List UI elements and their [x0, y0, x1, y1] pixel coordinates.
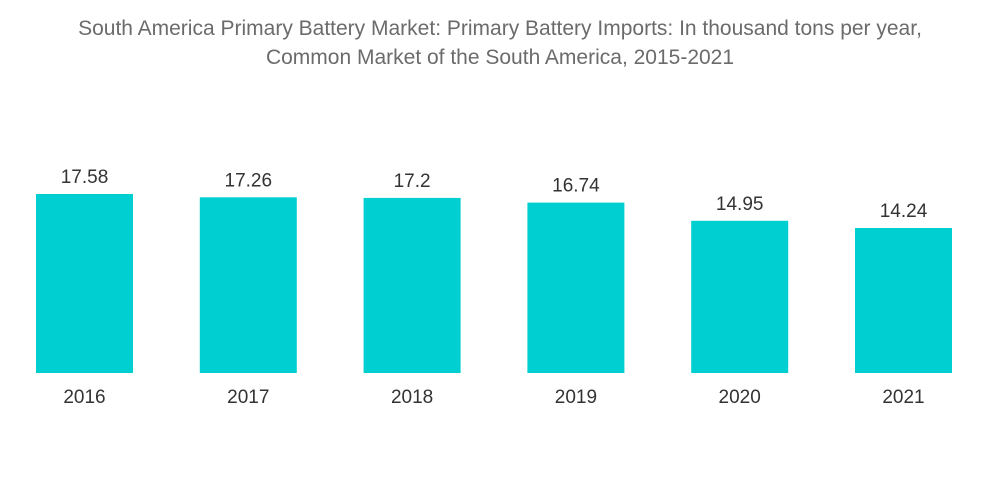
bar-2019 — [527, 202, 625, 373]
value-label-2016: 17.58 — [61, 167, 109, 188]
bar-2018 — [363, 197, 461, 373]
x-tick-label-2016: 2016 — [63, 387, 105, 408]
x-tick-label-2017: 2017 — [227, 387, 269, 408]
x-axis-tick-labels: 2016 2017 2018 2019 2020 2021 — [63, 387, 924, 408]
x-tick-label-2021: 2021 — [882, 387, 924, 408]
x-tick-label-2019: 2019 — [555, 387, 597, 408]
chart-title-line-1: South America Primary Battery Market: Pr… — [78, 17, 922, 40]
value-label-2020: 14.95 — [716, 194, 764, 215]
x-tick-label-2020: 2020 — [719, 387, 761, 408]
value-label-2021: 14.24 — [880, 201, 928, 222]
value-label-2018: 17.2 — [394, 171, 431, 192]
chart-title-line-2: Common Market of the South America, 2015… — [265, 46, 735, 69]
bar-2020 — [691, 220, 789, 373]
chart-title: South America Primary Battery Market: Pr… — [0, 14, 1000, 72]
value-labels-group: 17.58 17.26 17.2 16.74 14.95 14.24 — [61, 167, 928, 222]
value-label-2019: 16.74 — [552, 176, 600, 197]
value-label-2017: 17.26 — [225, 170, 273, 191]
x-tick-label-2018: 2018 — [391, 387, 433, 408]
bar-2017 — [199, 197, 297, 373]
bar-2016 — [36, 194, 133, 373]
bars-group — [36, 194, 952, 373]
bar-2021 — [855, 228, 952, 373]
